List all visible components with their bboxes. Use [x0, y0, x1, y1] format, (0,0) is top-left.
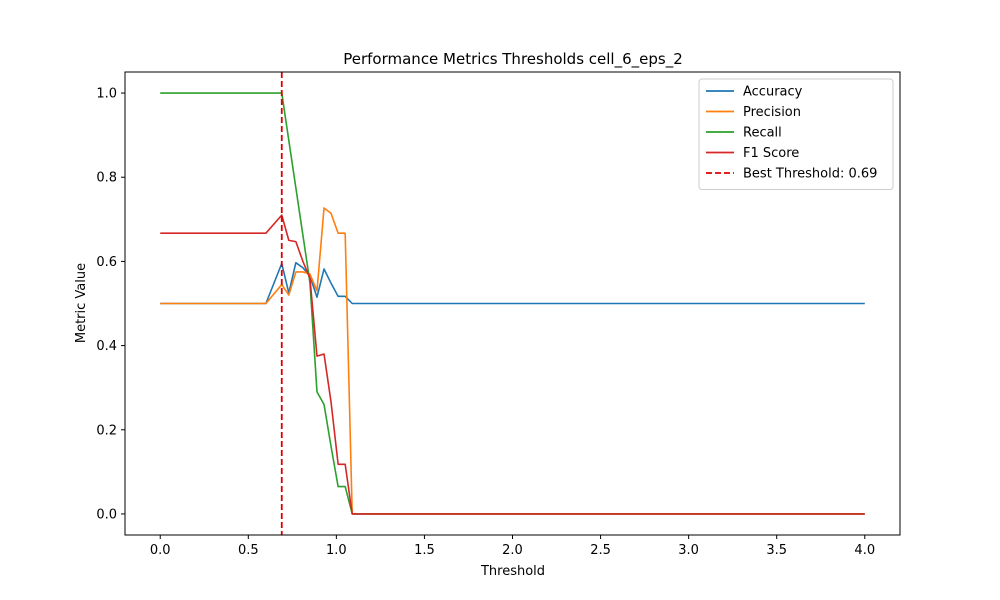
series-line-recall	[160, 92, 865, 515]
legend-label: Best Threshold: 0.69	[743, 167, 877, 182]
legend-label: Precision	[743, 105, 801, 120]
x-tick-label: 0.0	[150, 543, 171, 558]
y-tick-label: 0.4	[96, 339, 117, 354]
y-tick-label: 1.0	[96, 87, 117, 102]
x-tick-label: 1.0	[326, 543, 347, 558]
y-axis-label: Metric Value	[74, 263, 89, 343]
x-axis-label: Threshold	[480, 564, 545, 579]
series-line-f1-score	[160, 214, 865, 515]
x-tick-label: 2.5	[590, 543, 611, 558]
y-tick-label: 0.0	[96, 507, 117, 522]
y-tick-label: 0.6	[96, 255, 117, 270]
x-tick-label: 2.0	[502, 543, 523, 558]
series-line-accuracy	[160, 261, 865, 305]
y-tick-label: 0.2	[96, 423, 117, 438]
legend-label: Recall	[743, 126, 782, 141]
series-line-precision	[160, 207, 865, 515]
x-tick-label: 3.5	[766, 543, 787, 558]
x-tick-label: 4.0	[854, 543, 875, 558]
legend: Accuracy Precision Recall F1 Score Best Thre…	[698, 78, 894, 190]
x-tick-label: 3.0	[678, 543, 699, 558]
x-tick-label: 1.5	[414, 543, 435, 558]
legend-label: Accuracy	[743, 85, 803, 100]
legend-label: F1 Score	[743, 146, 799, 161]
chart-title: Performance Metrics Thresholds cell_6_ep…	[343, 50, 683, 69]
plot-area: 0.0 0.5 1.0 1.5 2.0 2.5 3.0 3.5 4.0 0.0 0.2 0.4 0.6 0…	[96, 71, 901, 558]
x-tick-label: 0.5	[238, 543, 259, 558]
y-tick-label: 0.8	[96, 171, 117, 186]
legend-box	[698, 78, 894, 190]
